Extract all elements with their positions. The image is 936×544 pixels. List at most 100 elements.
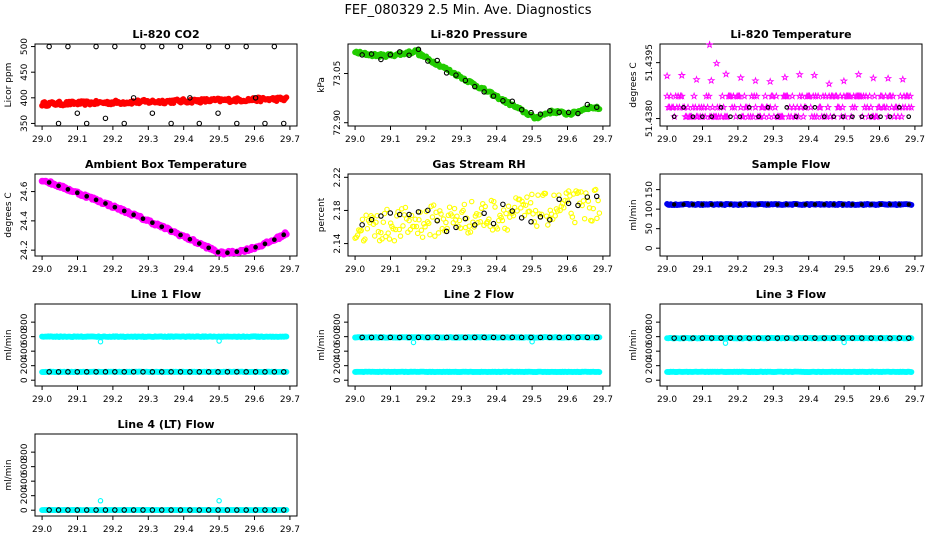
data-point <box>527 199 534 206</box>
x-tick-label: 29.6 <box>244 525 264 535</box>
chart-title: Line 1 Flow <box>131 288 201 301</box>
data-point <box>234 507 240 513</box>
x-tick-label: 29.4 <box>487 265 507 275</box>
data-point <box>906 202 911 207</box>
data-point <box>283 94 290 101</box>
data-point <box>434 334 440 341</box>
x-tick-label: 29.5 <box>209 135 229 145</box>
data-point <box>168 228 174 234</box>
data-point <box>793 335 799 341</box>
data-point <box>537 334 544 341</box>
x-tick-label: 29.1 <box>67 395 87 405</box>
x-tick-label: 29.0 <box>32 525 52 535</box>
data-point <box>443 228 450 235</box>
data-point <box>102 115 109 122</box>
data-point <box>490 334 497 341</box>
data-point <box>378 229 384 236</box>
x-tick-label: 29.5 <box>834 395 854 405</box>
x-tick-label: 29.5 <box>209 265 229 275</box>
data-point <box>505 203 512 209</box>
data-point <box>378 334 384 341</box>
data-point <box>46 507 52 513</box>
data-point <box>518 215 525 221</box>
data-point <box>467 229 474 235</box>
data-point <box>215 110 221 116</box>
data-point <box>736 103 745 111</box>
data-point <box>699 335 706 341</box>
data-point <box>224 43 231 50</box>
data-point <box>859 114 865 120</box>
x-tick-label: 29.2 <box>103 135 123 145</box>
data-point <box>509 334 516 341</box>
data-point <box>575 189 582 195</box>
y-tick-label: 800 <box>20 313 30 330</box>
data-point <box>434 217 440 224</box>
data-point <box>187 369 193 375</box>
data-point <box>74 369 81 375</box>
data-point <box>413 223 420 230</box>
data-point <box>481 334 487 341</box>
data-point <box>870 91 879 100</box>
data-point <box>368 51 375 57</box>
x-tick-label: 29.6 <box>557 265 577 275</box>
data-point <box>793 114 799 120</box>
x-tick-label: 29.1 <box>67 135 87 145</box>
data-point <box>677 91 686 100</box>
x-tick-label: 29.6 <box>869 265 889 275</box>
data-point <box>243 247 249 253</box>
data-point <box>402 204 409 211</box>
data-point <box>93 507 99 513</box>
data-point <box>252 95 259 101</box>
data-point <box>908 369 915 375</box>
y-tick-label: 0 <box>333 377 343 383</box>
chart-boxtemp: Ambient Box Temperature 29.0 29.1 29.2 29.3 2… <box>4 158 300 275</box>
y-tick-label: 800 <box>645 313 655 330</box>
data-point <box>868 335 874 341</box>
plot-frame <box>347 173 611 257</box>
data-point <box>535 192 541 198</box>
data-point <box>380 219 387 225</box>
data-point <box>252 507 259 513</box>
plot-frame <box>34 433 298 517</box>
data-point <box>504 227 511 233</box>
data-point <box>700 202 705 207</box>
data-point <box>562 197 568 204</box>
y-tick-label: 24.2 <box>20 240 30 260</box>
data-point <box>140 369 146 375</box>
y-tick-label: 600 <box>333 328 343 345</box>
data-point <box>412 216 418 222</box>
data-point <box>821 114 827 120</box>
data-point <box>482 203 488 210</box>
data-point <box>537 111 544 117</box>
data-point <box>387 210 394 216</box>
x-tick-label: 29.7 <box>280 525 300 535</box>
data-point <box>500 201 506 208</box>
y-tick-label: 51.4380 <box>645 100 655 137</box>
data-point <box>751 76 760 85</box>
data-point <box>55 369 62 375</box>
data-point <box>580 198 587 204</box>
data-point <box>868 114 874 120</box>
plot-frame <box>659 173 923 257</box>
data-point <box>536 211 542 217</box>
data-point <box>528 109 534 116</box>
data-point <box>465 230 471 236</box>
chart-title: Gas Stream RH <box>432 158 525 171</box>
x-tick-label: 29.2 <box>728 265 748 275</box>
data-point <box>524 194 530 200</box>
data-point <box>764 112 774 121</box>
data-point <box>534 223 540 229</box>
data-point <box>756 202 761 207</box>
data-point <box>65 369 71 375</box>
data-point <box>140 507 146 513</box>
x-tick-label: 29.5 <box>834 135 854 145</box>
data-point <box>468 198 475 205</box>
y-tick-label: 450 <box>20 63 30 80</box>
data-point <box>788 91 797 100</box>
data-point <box>712 59 721 67</box>
data-point <box>410 339 417 346</box>
x-tick-label: 29.5 <box>522 395 542 405</box>
data-point <box>102 369 109 375</box>
y-tick-label: 400 <box>20 472 30 489</box>
data-point <box>387 334 394 341</box>
